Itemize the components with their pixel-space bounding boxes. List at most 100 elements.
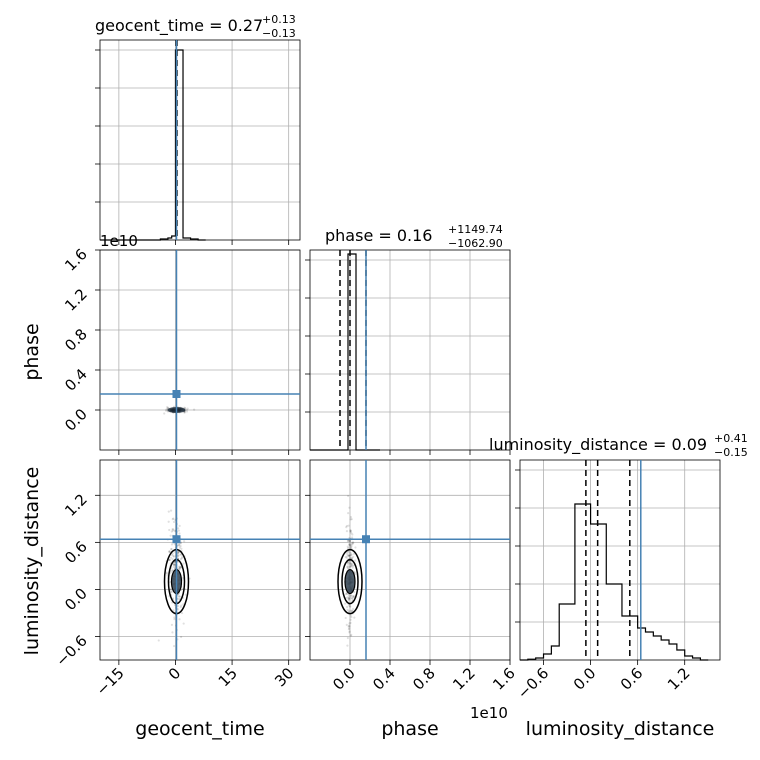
scatter-point [172, 555, 175, 558]
scatter-point [349, 545, 352, 549]
scatter-point [351, 541, 355, 544]
scatter-point [348, 551, 351, 554]
scatter-point [350, 633, 353, 636]
phase-x-offset-text: 1e10 [470, 704, 508, 722]
scatter-point [178, 544, 181, 547]
scatter-point [349, 610, 352, 613]
scatter-point [350, 532, 353, 535]
title-luminosity-distance-sup: +0.41 [714, 432, 748, 445]
scatter-point [178, 546, 182, 549]
scatter-point [172, 528, 175, 531]
scatter-point [171, 597, 175, 600]
scatter-point [348, 561, 351, 564]
scatter-point [169, 588, 172, 591]
scatter-point [170, 623, 174, 626]
scatter-point [352, 590, 356, 594]
histogram-geocent_time [100, 49, 206, 241]
y-axis-label-phase: phase [21, 323, 43, 380]
scatter-point [350, 563, 353, 566]
scatter-point [348, 562, 351, 566]
scatter-point [179, 553, 182, 556]
scatter-point [349, 554, 352, 557]
scatter-point [349, 634, 352, 637]
scatter-point [352, 555, 355, 559]
scatter-point [348, 565, 352, 569]
x-tick-label: −15 [93, 664, 128, 699]
y-tick-label: 0.6 [61, 537, 91, 567]
truth-marker [362, 535, 370, 544]
scatter-point [349, 614, 352, 617]
scatter-point [346, 644, 349, 647]
y-tick-label: 1.2 [61, 490, 91, 520]
scatter-point [349, 562, 352, 565]
title-geocent-time: geocent_time = 0.27 [95, 16, 263, 36]
scatter-point [348, 630, 351, 633]
scatter-point [165, 408, 168, 411]
scatter-point [349, 529, 352, 532]
scatter-point [348, 544, 352, 547]
scatter-point [348, 598, 351, 601]
scatter-point [351, 610, 354, 613]
scatter-point [177, 527, 180, 530]
scatter-point [169, 556, 173, 559]
scatter-point [345, 530, 349, 533]
scatter-point [178, 567, 181, 570]
scatter-point [347, 609, 350, 612]
scatter-point [348, 604, 351, 607]
x-axis-label-geocent-time: geocent_time [135, 718, 264, 740]
scatter-point [347, 597, 350, 600]
panel-2-2: −0.6 0.0 0.6 1.2 [514, 459, 721, 703]
scatter-point [178, 532, 181, 535]
x-tick-label: 0.4 [369, 664, 399, 694]
scatter-point [348, 553, 351, 557]
scatter-point [168, 558, 171, 562]
scatter-point [351, 564, 354, 567]
scatter-point [348, 544, 352, 547]
scatter-point [172, 563, 176, 566]
scatter-point [344, 602, 347, 605]
scatter-point [347, 566, 350, 569]
scatter-point [179, 605, 182, 609]
scatter-point [346, 565, 350, 568]
scatter-point [176, 551, 179, 555]
x-tick-label: 0.0 [570, 664, 600, 694]
scatter-point [349, 529, 352, 533]
scatter-point [350, 542, 353, 545]
scatter-point [167, 510, 170, 513]
y-axis-label-luminosity-distance: luminosity_distance [21, 467, 43, 656]
x-tick-label: 0.0 [329, 664, 359, 694]
scatter-point [177, 551, 180, 554]
scatter-point [169, 581, 172, 584]
scatter-point [347, 597, 350, 600]
scatter-point [178, 524, 181, 527]
scatter-point [352, 596, 355, 599]
scatter-point [352, 595, 355, 598]
scatter-point [173, 566, 177, 569]
scatter-point [180, 611, 184, 615]
scatter-point [347, 624, 351, 627]
scatter-point [348, 554, 351, 558]
scatter-point [347, 625, 350, 628]
scatter-point [348, 631, 351, 634]
scatter-point [350, 536, 354, 539]
histogram-phase [310, 253, 380, 451]
scatter-point [346, 561, 350, 564]
scatter-point [178, 568, 181, 571]
truth-marker [172, 390, 181, 398]
scatter-point [345, 605, 349, 609]
scatter-point [178, 565, 181, 568]
truth-marker [172, 535, 181, 544]
scatter-point [350, 594, 353, 597]
contour-outer [337, 548, 363, 615]
scatter-point [176, 552, 179, 555]
scatter-point [163, 412, 166, 415]
scatter-point [167, 520, 170, 523]
scatter-point [347, 524, 350, 527]
scatter-point [346, 608, 349, 611]
scatter-point [172, 520, 176, 524]
scatter-point [180, 604, 183, 607]
scatter-point [352, 595, 355, 598]
scatter-point [347, 539, 350, 543]
scatter-point [349, 621, 352, 625]
scatter-point [170, 543, 174, 546]
